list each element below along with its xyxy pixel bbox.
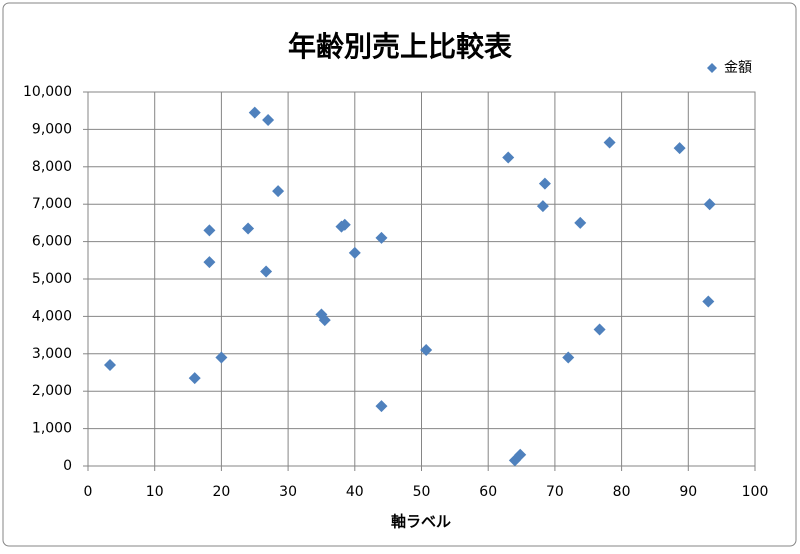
point xyxy=(603,136,616,149)
point xyxy=(262,114,275,127)
point xyxy=(375,400,388,413)
x-tick-label: 10 xyxy=(146,484,164,500)
x-tick-label: 40 xyxy=(346,484,364,500)
y-tick-label: 4,000 xyxy=(32,308,72,324)
point xyxy=(673,142,686,155)
point xyxy=(242,222,255,235)
point xyxy=(574,216,587,229)
y-tick-label: 3,000 xyxy=(32,346,72,362)
point xyxy=(538,177,551,190)
point xyxy=(248,106,261,119)
point xyxy=(260,265,273,278)
chart-title: 年齢別売上比較表 xyxy=(288,30,512,63)
point xyxy=(338,218,351,231)
x-tick-label: 0 xyxy=(84,484,93,500)
y-tick-label: 0 xyxy=(63,458,72,474)
point xyxy=(318,314,331,327)
y-tick-label: 5,000 xyxy=(32,271,72,287)
x-tick-label: 70 xyxy=(546,484,564,500)
point xyxy=(514,448,527,461)
x-tick-label: 50 xyxy=(413,484,431,500)
point xyxy=(536,200,549,213)
x-tick-label: 80 xyxy=(613,484,631,500)
y-tick-label: 9,000 xyxy=(32,121,72,137)
x-tick-label: 30 xyxy=(279,484,297,500)
x-axis-label: 軸ラベル xyxy=(391,513,451,531)
point xyxy=(420,344,433,357)
y-tick-label: 6,000 xyxy=(32,234,72,250)
point xyxy=(702,295,715,308)
x-tick-label: 60 xyxy=(479,484,497,500)
legend-label: 金額 xyxy=(724,60,752,76)
point xyxy=(502,151,515,164)
chart-border xyxy=(2,2,797,547)
point xyxy=(348,246,361,259)
point xyxy=(562,351,575,364)
y-tick-label: 8,000 xyxy=(32,159,72,175)
point xyxy=(104,359,117,372)
point xyxy=(203,256,216,269)
x-tick-label: 100 xyxy=(742,484,769,500)
point xyxy=(703,198,716,211)
x-tick-label: 90 xyxy=(679,484,697,500)
x-tick-label: 20 xyxy=(212,484,230,500)
point xyxy=(272,185,285,198)
y-tick-label: 7,000 xyxy=(32,196,72,212)
point xyxy=(203,224,216,237)
y-tick-label: 10,000 xyxy=(23,84,72,100)
point xyxy=(215,351,228,364)
point xyxy=(188,372,201,385)
point xyxy=(593,323,606,336)
y-tick-label: 2,000 xyxy=(32,383,72,399)
legend-marker xyxy=(707,63,717,73)
point xyxy=(375,231,388,244)
y-tick-label: 1,000 xyxy=(32,421,72,437)
